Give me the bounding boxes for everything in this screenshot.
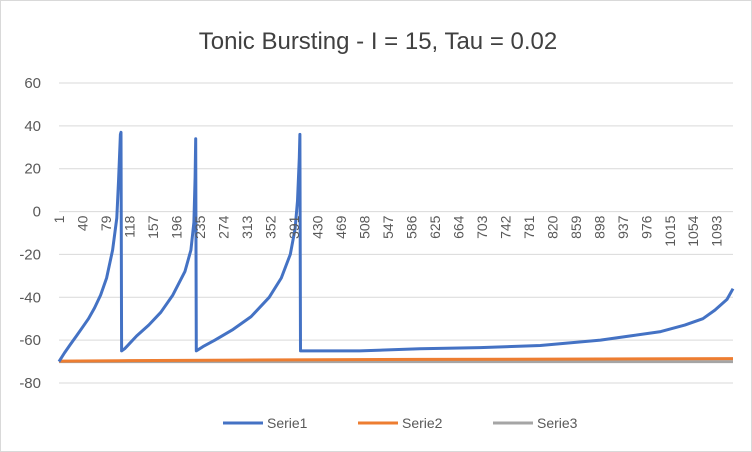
x-tick-label: 118 bbox=[122, 215, 138, 238]
chart-title: Tonic Bursting - I = 15, Tau = 0.02 bbox=[199, 28, 557, 55]
x-tick-label: 781 bbox=[521, 215, 537, 239]
x-tick-label: 79 bbox=[98, 215, 114, 231]
x-tick-label: 313 bbox=[239, 215, 255, 239]
x-tick-label: 157 bbox=[145, 215, 161, 239]
x-tick-label: 469 bbox=[333, 215, 349, 239]
y-tick-label: -40 bbox=[19, 289, 41, 306]
x-tick-label: 274 bbox=[215, 215, 231, 239]
x-tick-label: 820 bbox=[544, 215, 560, 239]
y-axis-ticks: 60 40 20 0 -20 -40 -60 -80 bbox=[19, 75, 41, 392]
y-tick-label: 0 bbox=[33, 204, 41, 221]
x-tick-label: 1015 bbox=[662, 215, 678, 246]
x-tick-label: 391 bbox=[286, 215, 302, 239]
x-tick-label: 898 bbox=[591, 215, 607, 239]
x-tick-label: 976 bbox=[638, 215, 654, 239]
x-tick-label: 235 bbox=[192, 215, 208, 239]
x-tick-label: 352 bbox=[262, 215, 278, 239]
y-tick-label: 40 bbox=[24, 118, 41, 135]
x-tick-label: 664 bbox=[450, 215, 466, 239]
y-tick-label: 60 bbox=[24, 75, 41, 92]
x-tick-label: 40 bbox=[75, 215, 91, 231]
x-tick-label: 1 bbox=[51, 215, 67, 223]
x-tick-label: 547 bbox=[380, 215, 396, 239]
series-lines bbox=[57, 130, 735, 364]
x-tick-label: 859 bbox=[568, 215, 584, 239]
x-tick-label: 196 bbox=[169, 215, 185, 239]
x-tick-label: 1054 bbox=[685, 215, 701, 246]
y-tick-label: -20 bbox=[19, 246, 41, 263]
legend: Serie1 Serie2 Serie3 bbox=[223, 415, 578, 431]
x-axis-ticks: 1 40 79 118 157 196 235 274 313 352 391 430 469 508 54… bbox=[51, 215, 725, 246]
x-tick-label: 625 bbox=[427, 215, 443, 239]
x-tick-label: 742 bbox=[497, 215, 513, 239]
legend-label: Serie2 bbox=[402, 415, 443, 431]
x-tick-label: 430 bbox=[309, 215, 325, 239]
y-tick-label: 20 bbox=[24, 161, 41, 178]
x-tick-label: 1093 bbox=[709, 215, 725, 246]
series-line-serie2 bbox=[58, 357, 734, 363]
y-tick-label: -60 bbox=[19, 332, 41, 349]
x-tick-label: 937 bbox=[615, 215, 631, 239]
x-tick-label: 586 bbox=[403, 215, 419, 239]
series-line-serie1 bbox=[57, 130, 735, 363]
legend-label: Serie1 bbox=[267, 415, 308, 431]
x-tick-label: 508 bbox=[356, 215, 372, 239]
y-tick-label: -80 bbox=[19, 375, 41, 392]
x-tick-label: 703 bbox=[474, 215, 490, 239]
legend-label: Serie3 bbox=[537, 415, 578, 431]
